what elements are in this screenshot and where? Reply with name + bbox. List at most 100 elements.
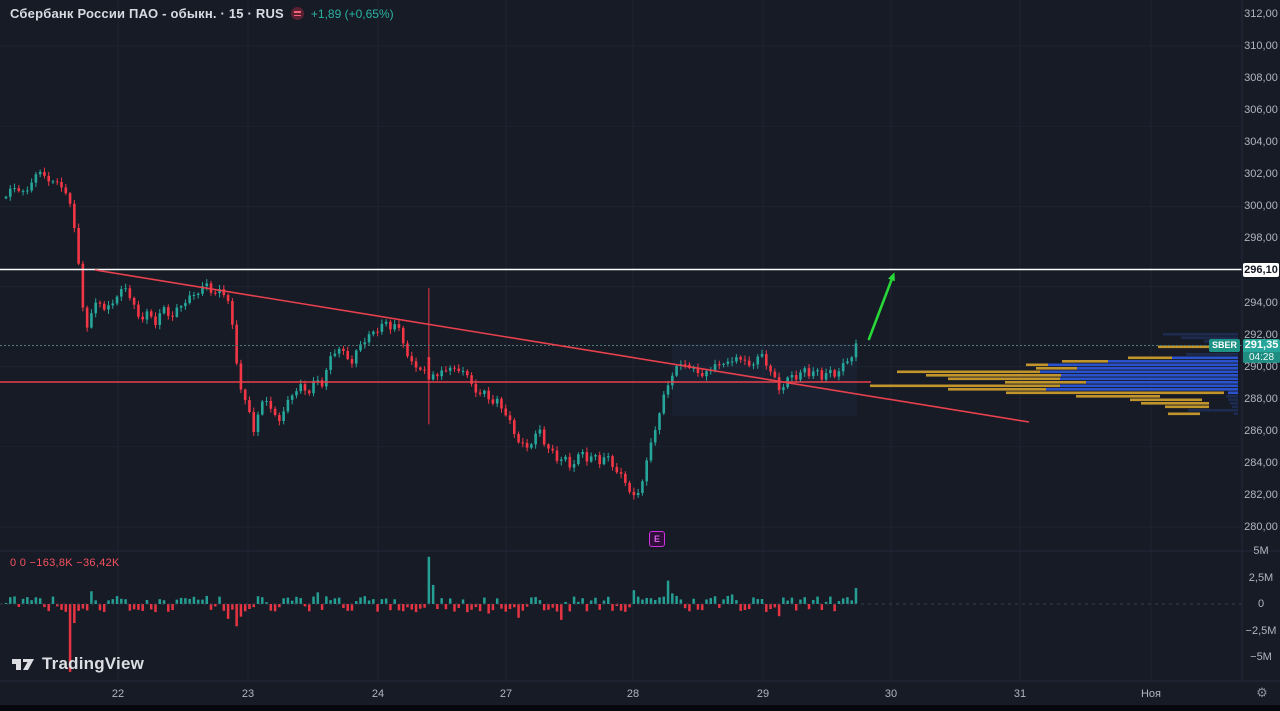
volume-bar bbox=[645, 597, 648, 604]
volume-delta-values[interactable]: 0 0 −163,8K −36,42K bbox=[10, 557, 120, 569]
candle-body bbox=[559, 459, 563, 461]
price-axis-label[interactable]: 294,00 bbox=[1244, 296, 1278, 309]
price-axis-label[interactable]: 312,00 bbox=[1244, 8, 1278, 20]
price-axis-label[interactable]: 308,00 bbox=[1244, 72, 1278, 85]
volume-bar bbox=[726, 595, 730, 604]
volume-axis-label[interactable]: 5M bbox=[1253, 545, 1269, 557]
candle-body bbox=[811, 371, 815, 377]
volume-profile-row-gold bbox=[1026, 363, 1048, 367]
time-axis-label[interactable]: 31 bbox=[1013, 688, 1027, 700]
candle-body bbox=[551, 448, 555, 451]
volume-bar bbox=[508, 604, 512, 610]
volume-bar bbox=[282, 598, 285, 604]
volume-axis-label[interactable]: 0 bbox=[1257, 598, 1265, 610]
price-axis-label[interactable]: 288,00 bbox=[1244, 392, 1278, 405]
candle-body bbox=[406, 343, 409, 357]
candle-body bbox=[154, 316, 157, 325]
price-axis-label[interactable]: 290,00 bbox=[1244, 360, 1278, 373]
price-axis-label[interactable]: 300,00 bbox=[1244, 200, 1278, 213]
volume-bar bbox=[517, 604, 520, 618]
volume-bar bbox=[436, 604, 439, 610]
candle-body bbox=[51, 181, 55, 183]
candle-body bbox=[171, 315, 174, 317]
candle-body bbox=[188, 295, 191, 303]
volume-axis-label[interactable]: 2,5M bbox=[1248, 571, 1274, 584]
candle-body bbox=[525, 443, 529, 448]
candle-body bbox=[363, 342, 367, 345]
volume-bar bbox=[824, 601, 828, 604]
tradingview-logo[interactable]: TradingView bbox=[12, 654, 144, 674]
candle-body bbox=[307, 390, 311, 394]
volume-bar bbox=[632, 590, 636, 604]
time-axis-label[interactable]: 27 bbox=[499, 688, 513, 700]
candle-body bbox=[158, 313, 162, 325]
volume-bar bbox=[790, 597, 794, 604]
volume-axis-label[interactable]: −2,5M bbox=[1245, 624, 1277, 637]
volume-bar bbox=[607, 596, 610, 604]
volume-bar bbox=[60, 604, 63, 610]
price-axis-label[interactable]: 302,00 bbox=[1244, 168, 1278, 181]
volume-bar bbox=[359, 597, 362, 604]
earnings-marker-badge[interactable]: E bbox=[649, 531, 665, 547]
candle-body bbox=[359, 344, 362, 351]
price-axis-label[interactable]: 304,00 bbox=[1244, 136, 1278, 149]
symbol-title[interactable]: Сбербанк России ПАО - обыкн. · 15 · RUS bbox=[10, 6, 284, 21]
volume-bar bbox=[713, 596, 717, 604]
price-axis-label[interactable]: 286,00 bbox=[1244, 424, 1278, 437]
candle-body bbox=[500, 398, 503, 409]
time-axis-label[interactable]: 23 bbox=[241, 688, 255, 700]
last-price-tag[interactable]: 291,35 04:28 bbox=[1243, 339, 1280, 363]
time-axis-label[interactable]: 28 bbox=[626, 688, 640, 700]
time-axis-label[interactable]: 24 bbox=[371, 688, 385, 700]
candle-body bbox=[645, 460, 648, 482]
gear-icon[interactable]: ⚙ bbox=[1256, 685, 1268, 700]
price-axis-label[interactable]: 280,00 bbox=[1244, 520, 1278, 533]
candle-body bbox=[598, 455, 602, 465]
volume-bar bbox=[619, 604, 623, 611]
volume-bar bbox=[577, 601, 580, 604]
volume-bar bbox=[299, 598, 302, 604]
volume-bar bbox=[812, 600, 815, 604]
candle-body bbox=[423, 369, 426, 371]
candle-body bbox=[427, 357, 431, 380]
volume-bar bbox=[598, 604, 601, 610]
price-axis-label[interactable]: 298,00 bbox=[1244, 232, 1278, 245]
volume-bar bbox=[214, 604, 217, 607]
time-axis-label[interactable]: 29 bbox=[756, 688, 770, 700]
candle-body bbox=[700, 373, 704, 377]
candle-body bbox=[175, 307, 179, 317]
volume-profile-row-blue bbox=[1234, 412, 1238, 416]
volume-profile-row-blue bbox=[1232, 405, 1238, 409]
candle-body bbox=[581, 451, 584, 455]
candle-body bbox=[132, 297, 136, 305]
price-axis-label[interactable]: 282,00 bbox=[1244, 488, 1278, 501]
price-axis-label[interactable]: 284,00 bbox=[1244, 456, 1278, 469]
candle-body bbox=[854, 343, 858, 358]
volume-axis-label[interactable]: −5M bbox=[1250, 651, 1272, 663]
candle-body bbox=[671, 375, 674, 386]
price-axis-label[interactable]: 292,00 bbox=[1244, 328, 1278, 341]
volume-bar bbox=[850, 600, 853, 604]
volume-bar bbox=[158, 599, 162, 604]
volume-bar bbox=[594, 597, 597, 604]
volume-bar bbox=[560, 604, 563, 620]
consolidation-box-drawing[interactable] bbox=[672, 344, 857, 416]
candle-body bbox=[85, 307, 89, 328]
volume-bar bbox=[658, 597, 661, 604]
volume-bar bbox=[585, 604, 589, 612]
descending-trendline-drawing[interactable] bbox=[94, 269, 1030, 423]
volume-bar bbox=[115, 596, 119, 604]
price-axis-label[interactable]: 306,00 bbox=[1244, 104, 1278, 117]
volume-bar bbox=[666, 580, 670, 604]
candle-body bbox=[615, 466, 619, 473]
candle-body bbox=[705, 371, 708, 377]
time-axis-label[interactable]: 30 bbox=[884, 688, 898, 700]
up-arrow-drawing[interactable] bbox=[867, 274, 895, 341]
price-axis-label[interactable]: 310,00 bbox=[1244, 40, 1278, 53]
volume-profile-row-gold bbox=[1076, 395, 1160, 398]
price-level-tag[interactable]: 296,10 bbox=[1243, 263, 1279, 277]
time-axis-label[interactable]: Ноя bbox=[1140, 688, 1162, 700]
time-axis-label[interactable]: 22 bbox=[111, 688, 125, 700]
market-closed-icon[interactable] bbox=[290, 7, 304, 20]
